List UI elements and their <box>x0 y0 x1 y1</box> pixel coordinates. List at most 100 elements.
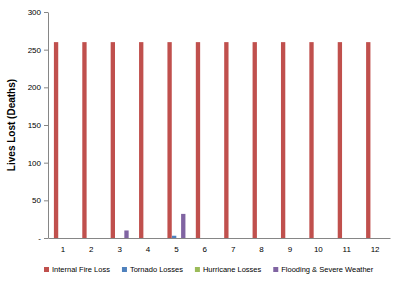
bar <box>238 238 242 239</box>
bar-series <box>54 42 371 238</box>
bar <box>205 238 209 239</box>
x-tick: 11 <box>343 245 352 254</box>
x-tick-label: 2 <box>89 245 94 254</box>
bar <box>139 42 143 238</box>
x-tick: 6 <box>203 245 208 254</box>
x-tick: 4 <box>146 245 151 254</box>
bar <box>286 238 290 239</box>
y-tick-label: 300 <box>28 8 42 17</box>
legend-item: Tornado Losses <box>122 265 183 274</box>
bar <box>318 238 322 239</box>
chart: -50100150200250300123456789101112Lives L… <box>0 0 400 281</box>
bar <box>111 42 115 238</box>
x-tick-label: 4 <box>146 245 151 254</box>
bar <box>233 238 237 239</box>
legend-item: Internal Fire Loss <box>44 265 110 274</box>
legend-swatch <box>195 267 200 272</box>
legend-item: Flooding & Severe Weather <box>273 265 373 274</box>
x-tick-label: 12 <box>371 245 380 254</box>
y-tick-mark <box>44 50 48 51</box>
bar-series <box>124 214 185 238</box>
x-tick: 3 <box>117 245 122 254</box>
legend-label: Tornado Losses <box>130 265 183 274</box>
x-tick-label: 8 <box>259 245 264 254</box>
legend: Internal Fire Loss Tornado Losses Hurrican… <box>44 265 374 274</box>
bar <box>63 238 67 239</box>
bar <box>58 238 62 239</box>
y-tick-mark <box>44 87 48 88</box>
bar <box>266 238 270 239</box>
x-tick: 2 <box>89 245 94 254</box>
bar <box>351 238 355 239</box>
legend-swatch <box>273 267 278 272</box>
bar <box>281 42 285 238</box>
bar <box>124 230 128 238</box>
bar <box>177 238 181 239</box>
y-tick-label: 50 <box>32 196 41 205</box>
bar <box>314 238 318 239</box>
bar <box>347 238 351 239</box>
bar <box>181 214 185 238</box>
legend-label: Internal Fire Loss <box>52 265 110 274</box>
bar <box>309 42 313 238</box>
x-tick: 9 <box>288 245 293 254</box>
x-tick: 1 <box>61 245 66 254</box>
x-tick: 8 <box>259 245 264 254</box>
y-tick-label: 200 <box>28 83 42 92</box>
y-tick: 250 <box>28 46 48 55</box>
y-tick: 150 <box>28 121 48 130</box>
bar <box>290 238 294 239</box>
legend-swatch <box>122 267 127 272</box>
x-tick-label: 11 <box>343 245 352 254</box>
y-tick: 50 <box>32 196 48 205</box>
bar <box>262 238 266 239</box>
x-tick-label: 3 <box>117 245 122 254</box>
bar <box>380 238 384 239</box>
bar <box>167 42 171 238</box>
bar <box>229 238 233 239</box>
y-tick-mark <box>44 12 48 13</box>
bar <box>342 238 346 239</box>
y-tick-mark <box>44 200 48 201</box>
bar <box>82 42 86 238</box>
bar <box>338 42 342 238</box>
bar <box>253 42 257 238</box>
y-axis-line <box>48 13 49 239</box>
x-tick: 7 <box>231 245 236 254</box>
bar <box>54 42 58 238</box>
x-tick: 10 <box>314 245 323 254</box>
x-tick: 12 <box>371 245 380 254</box>
bar <box>375 238 379 239</box>
bar <box>200 238 204 239</box>
legend-label: Flooding & Severe Weather <box>281 265 373 274</box>
plot-area: -50100150200250300123456789101112 <box>28 8 391 254</box>
bar <box>172 236 176 238</box>
legend-item: Hurricane Losses <box>195 265 262 274</box>
y-tick-label: - <box>38 234 41 243</box>
x-tick-label: 6 <box>203 245 208 254</box>
legend-swatch <box>44 267 49 272</box>
y-tick-mark <box>44 238 48 239</box>
y-axis: - 50 100 150 200 250 300 <box>28 8 49 243</box>
bars <box>54 42 371 238</box>
x-tick-label: 1 <box>61 245 66 254</box>
bar <box>257 238 261 239</box>
y-tick-label: 250 <box>28 46 42 55</box>
bar <box>120 238 124 239</box>
bar <box>366 42 370 238</box>
x-tick-label: 7 <box>231 245 236 254</box>
bar <box>224 42 228 238</box>
y-tick-label: 150 <box>28 121 42 130</box>
y-tick-mark <box>44 125 48 126</box>
bar <box>96 238 100 239</box>
x-tick: 5 <box>174 245 179 254</box>
bar <box>323 238 327 239</box>
x-axis-line <box>49 238 391 239</box>
bar <box>371 238 375 239</box>
bar <box>295 238 299 239</box>
y-tick-label: 100 <box>28 159 42 168</box>
bar <box>153 238 157 239</box>
bar <box>91 238 95 239</box>
bar <box>68 238 72 239</box>
bar <box>115 238 119 239</box>
